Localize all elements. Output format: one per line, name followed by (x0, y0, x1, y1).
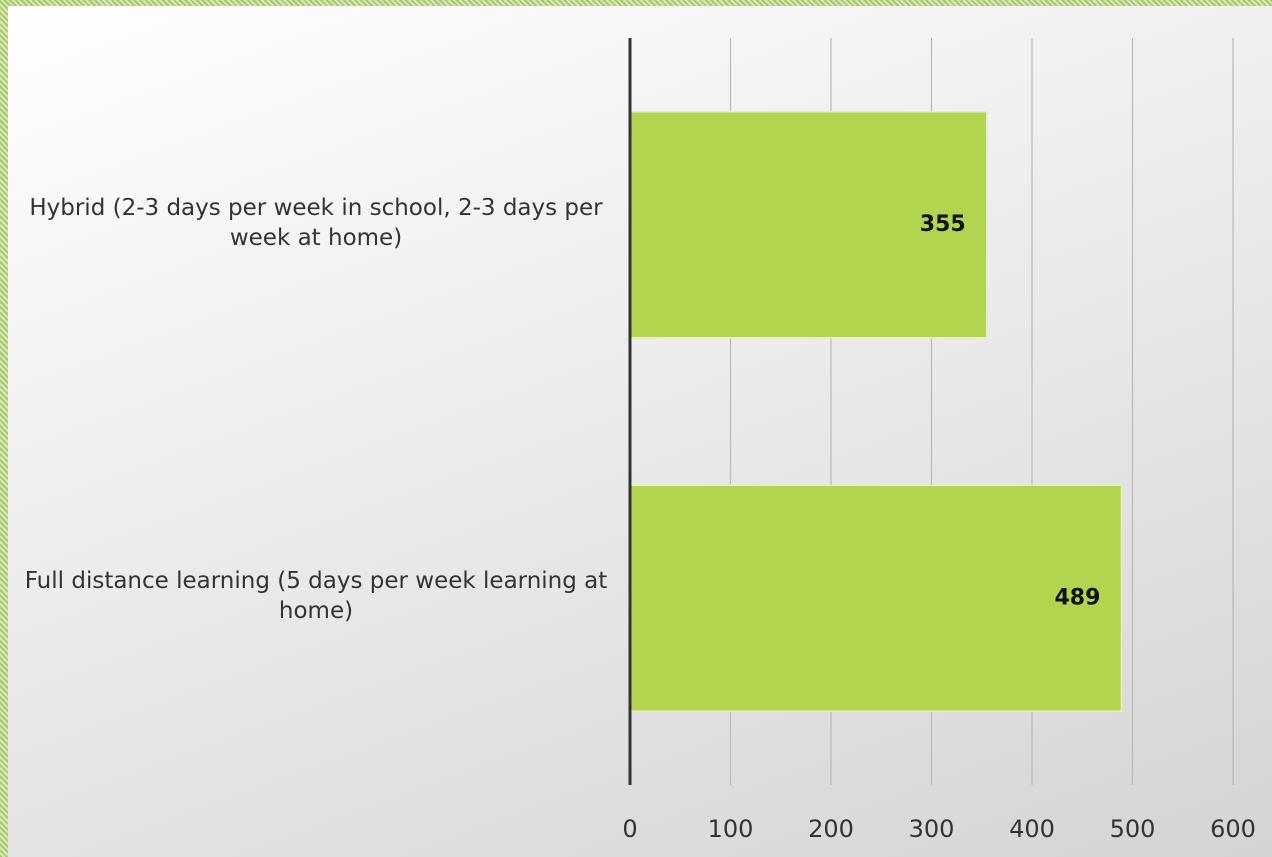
x-tick-label: 200 (808, 815, 854, 843)
y-tick-label: Hybrid (2-3 days per week in school, 2-3… (29, 194, 603, 251)
x-tick-label: 500 (1110, 815, 1156, 843)
value-label: 489 (1054, 585, 1100, 610)
x-tick-label: 400 (1009, 815, 1055, 843)
value-label: 355 (920, 212, 966, 237)
x-tick-label: 100 (708, 815, 754, 843)
x-tick-label: 600 (1210, 815, 1256, 843)
bar (629, 484, 1123, 712)
x-tick-label: 0 (622, 815, 637, 843)
y-tick-label: Full distance learning (5 days per week … (24, 568, 608, 625)
x-tick-label: 300 (909, 815, 955, 843)
bar (629, 111, 988, 339)
